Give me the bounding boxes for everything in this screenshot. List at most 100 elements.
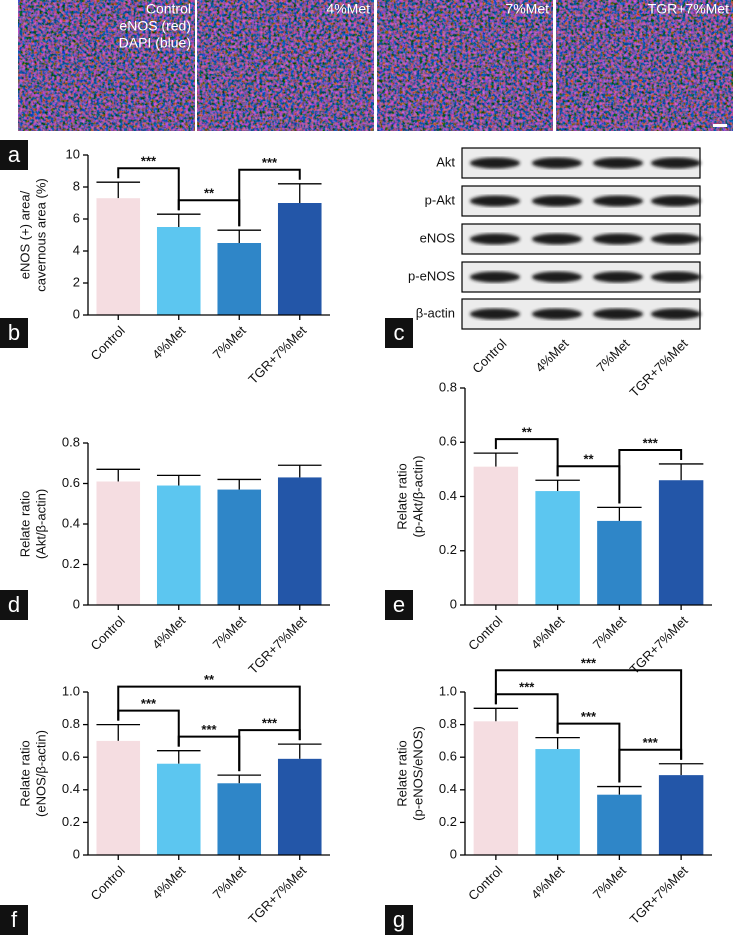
x-tick-label: 4%Met (528, 863, 567, 902)
bar (658, 775, 704, 855)
significance-label: *** (643, 735, 659, 750)
blot-row-label: Akt (436, 154, 455, 169)
panel-label-box (0, 590, 28, 620)
significance-label: *** (201, 722, 217, 737)
x-tick-label: TGR+7%Met (627, 863, 691, 927)
panel-label: b (8, 320, 20, 345)
blot-band (470, 308, 520, 320)
x-tick-label: TGR+7%Met (245, 613, 309, 677)
y-tick-label: 0.6 (439, 749, 457, 764)
blot-band (651, 233, 701, 245)
blot-row-label: eNOS (420, 230, 456, 245)
blot-band (532, 195, 582, 207)
y-tick-label: 1.0 (62, 683, 80, 698)
x-tick-label: 4%Met (528, 613, 567, 652)
blot-band (470, 157, 520, 169)
x-tick-label: 4%Met (149, 323, 188, 362)
significance-bracket (494, 669, 683, 760)
y-axis-label: (eNOS/β-actin) (33, 730, 48, 817)
panel-label-box (0, 140, 28, 170)
bar (277, 477, 322, 605)
blot-row-label: p-eNOS (408, 268, 455, 283)
panel-label: c (394, 320, 405, 345)
bar (597, 520, 642, 605)
panel-label: d (8, 592, 20, 617)
y-tick-label: 0.2 (439, 542, 457, 557)
x-tick-label: Control (88, 863, 128, 903)
y-tick-label: 0 (73, 306, 80, 321)
y-tick-label: 0.8 (62, 434, 80, 449)
panel-label-box (385, 905, 413, 935)
y-axis-label: Relate ratio (17, 740, 32, 806)
panel-label: e (393, 592, 405, 617)
y-axis-label: (p-eNOS/eNOS) (410, 726, 425, 821)
x-tick-label: 7%Met (210, 323, 249, 362)
blot-band (593, 271, 643, 283)
bar (473, 466, 519, 605)
blot-band (593, 195, 643, 207)
bar (535, 491, 580, 605)
blot-band (651, 308, 701, 320)
significance-bracket (177, 199, 241, 227)
significance-bracket (117, 167, 180, 211)
y-axis-label: Relate ratio (394, 463, 409, 529)
x-tick-label: 4%Met (149, 863, 188, 902)
y-tick-label: 0 (450, 846, 457, 861)
significance-label: *** (581, 656, 597, 671)
blot-row-label: p-Akt (425, 192, 456, 207)
bar (156, 485, 201, 605)
significance-label: *** (262, 155, 278, 170)
bar (277, 203, 322, 315)
x-tick-label: 7%Met (210, 613, 249, 652)
bar (156, 227, 201, 315)
significance-label: ** (204, 672, 215, 687)
x-tick-label: 7%Met (590, 863, 629, 902)
image-label: DAPI (blue) (119, 35, 191, 51)
blot-band (651, 271, 701, 283)
significance-label: *** (141, 696, 157, 711)
blot-band (651, 195, 701, 207)
bar (96, 740, 141, 855)
x-tick-label: 7%Met (210, 863, 249, 902)
image-label: 7%Met (505, 1, 549, 17)
significance-label: ** (522, 425, 533, 440)
micrograph-texture (377, 0, 553, 131)
blot-band (593, 157, 643, 169)
image-label: eNOS (red) (119, 18, 191, 34)
y-axis-label: cavernous area (%) (33, 178, 48, 291)
bar (217, 783, 262, 855)
blot-column-label: TGR+7%Met (627, 336, 691, 400)
panel-label-box (0, 318, 28, 348)
y-tick-label: 0.6 (62, 749, 80, 764)
micrograph-texture (197, 0, 374, 131)
bar (277, 758, 322, 855)
y-tick-label: 0.8 (62, 716, 80, 731)
panel-label: g (393, 907, 405, 932)
x-tick-label: TGR+7%Met (245, 323, 309, 387)
y-tick-label: 2 (73, 274, 80, 289)
bar (217, 489, 262, 605)
significance-label: *** (519, 680, 535, 695)
x-tick-label: TGR+7%Met (627, 613, 691, 677)
image-label: 4%Met (326, 1, 370, 17)
x-tick-label: Control (88, 323, 128, 363)
panel-label-box (385, 318, 413, 348)
y-tick-label: 0.4 (62, 781, 80, 796)
y-axis-label: Relate ratio (394, 740, 409, 806)
panel-label-box (0, 905, 28, 935)
micrograph-texture (18, 0, 195, 131)
micrograph-texture (556, 0, 733, 131)
scale-bar (713, 124, 727, 127)
significance-bracket (494, 438, 559, 477)
y-tick-label: 0 (73, 596, 80, 611)
blot-column-label: 4%Met (532, 336, 571, 375)
significance-label: *** (643, 435, 659, 450)
y-tick-label: 4 (73, 242, 80, 257)
image-label: Control (146, 1, 191, 17)
y-tick-label: 0.4 (439, 781, 457, 796)
blot-band (532, 271, 582, 283)
x-tick-label: Control (465, 863, 505, 903)
y-tick-label: 0.2 (62, 556, 80, 571)
bar (535, 749, 580, 855)
x-tick-label: Control (465, 613, 505, 653)
